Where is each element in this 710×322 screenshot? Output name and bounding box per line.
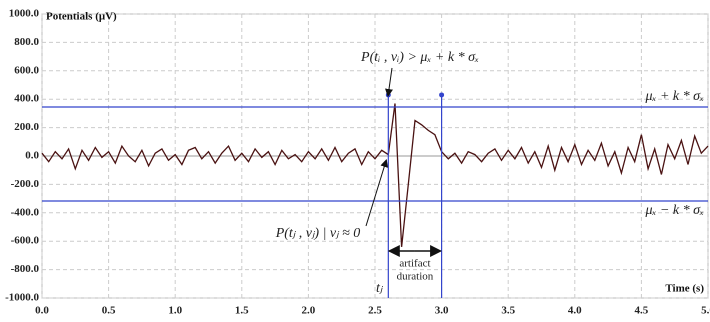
x-tick-label: 0.0 (35, 305, 49, 317)
x-tick-label: 1.5 (235, 305, 249, 317)
annotation-arrow (385, 67, 393, 97)
x-tick-label: 0.5 (102, 305, 116, 317)
x-tick-label: 4.0 (568, 305, 582, 317)
y-tick-label: 1000.0 (9, 8, 40, 20)
y-tick-label: -200.0 (11, 178, 40, 190)
x-tick-label: 2.0 (302, 305, 316, 317)
y-tick-label: 600.0 (14, 64, 39, 76)
signal-line (41, 103, 709, 247)
x-tick-label: 5.0 (701, 305, 710, 317)
x-tick-label: 3.5 (501, 305, 515, 317)
y-tick-label: 0.0 (25, 150, 39, 162)
annotation: tⱼ (376, 281, 384, 296)
x-axis-title: Time (s) (665, 283, 704, 295)
x-tick-label: 4.5 (635, 305, 649, 317)
annotation: μₓ + k * σₓ (644, 89, 704, 104)
y-axis-title: Potentials (μV) (46, 11, 117, 23)
x-tick-label: 1.0 (168, 305, 182, 317)
x-tick-label: 3.0 (435, 305, 449, 317)
y-tick-label: -400.0 (11, 206, 40, 218)
y-tick-label: 200.0 (14, 121, 39, 133)
y-tick-label: -600.0 (11, 235, 40, 247)
y-tick-label: -1000.0 (5, 292, 39, 304)
marker-dot (439, 92, 445, 98)
annotation: duration (397, 271, 434, 283)
annotation: μₓ − k * σₓ (644, 203, 704, 218)
annotation: P(tⱼ , vⱼ) | vⱼ ≈ 0 (275, 226, 361, 241)
annotation-arrow (365, 159, 389, 227)
annotation: artifact (399, 258, 430, 270)
y-tick-label: -800.0 (11, 263, 40, 275)
y-tick-label: 400.0 (14, 93, 39, 105)
x-tick-label: 2.5 (368, 305, 382, 317)
annotation: P(tᵢ , vᵢ) > μₓ + k * σₓ (360, 50, 479, 65)
y-tick-label: 800.0 (14, 36, 39, 48)
